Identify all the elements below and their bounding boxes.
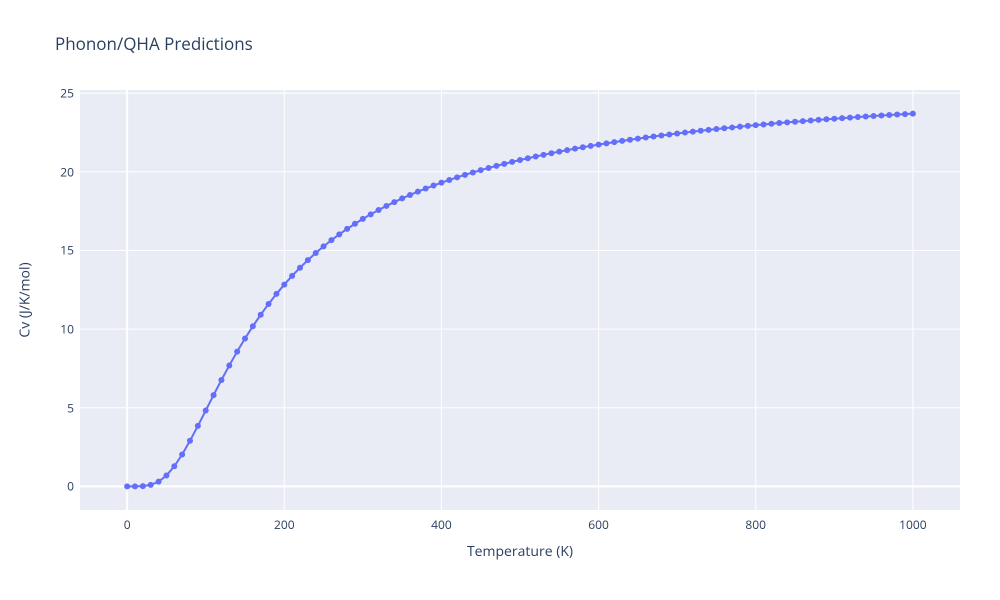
x-axis-label: Temperature (K)	[467, 542, 573, 561]
y-tick-label: 20	[52, 163, 74, 180]
x-tick-label: 600	[588, 516, 609, 533]
x-tick-label: 0	[124, 516, 131, 533]
y-tick-label: 10	[52, 321, 74, 338]
y-tick-label: 25	[52, 85, 74, 102]
y-tick-label: 15	[52, 242, 74, 259]
x-tick-label: 1000	[899, 516, 926, 533]
x-tick-label: 800	[745, 516, 766, 533]
y-axis-label: Cv (J/K/mol)	[16, 262, 35, 337]
plot-svg	[80, 90, 960, 510]
plot-area[interactable]	[80, 90, 960, 510]
y-tick-label: 5	[52, 399, 74, 416]
chart-title: Phonon/QHA Predictions	[55, 32, 253, 55]
x-tick-label: 400	[431, 516, 452, 533]
y-tick-label: 0	[52, 478, 74, 495]
x-tick-label: 200	[274, 516, 295, 533]
